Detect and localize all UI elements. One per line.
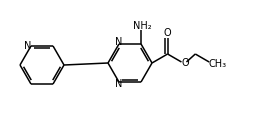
Text: O: O xyxy=(164,28,171,38)
Text: CH₃: CH₃ xyxy=(208,59,226,69)
Text: NH₂: NH₂ xyxy=(133,21,151,31)
Text: N: N xyxy=(24,41,32,51)
Text: N: N xyxy=(115,79,123,89)
Text: O: O xyxy=(182,58,189,68)
Text: N: N xyxy=(115,37,123,47)
